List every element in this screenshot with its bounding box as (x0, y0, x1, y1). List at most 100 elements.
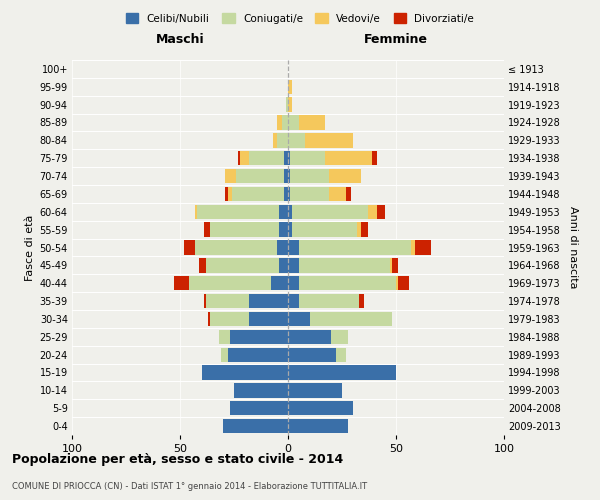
Bar (271, 276, 288, 290)
Bar (241, 151, 249, 166)
Bar (392, 258, 398, 272)
Bar (288, 366, 396, 380)
Bar (288, 312, 310, 326)
Bar (249, 312, 288, 326)
Bar (197, 204, 280, 219)
Bar (331, 330, 349, 344)
Bar (299, 116, 325, 130)
Bar (284, 151, 288, 166)
Bar (329, 187, 346, 201)
Bar (299, 276, 396, 290)
Bar (206, 294, 249, 308)
Bar (195, 204, 197, 219)
Bar (204, 222, 210, 237)
Bar (288, 330, 331, 344)
Bar (290, 169, 329, 183)
Bar (221, 348, 227, 362)
Bar (249, 294, 288, 308)
Bar (286, 98, 288, 112)
Bar (288, 222, 292, 237)
Bar (299, 258, 389, 272)
Bar (188, 276, 271, 290)
Bar (357, 222, 361, 237)
Bar (280, 204, 288, 219)
Bar (202, 366, 288, 380)
Bar (292, 204, 368, 219)
Bar (288, 204, 292, 219)
Bar (288, 80, 292, 94)
Bar (389, 258, 392, 272)
Bar (290, 187, 329, 201)
Bar (288, 133, 305, 148)
Bar (227, 187, 232, 201)
Bar (210, 222, 280, 237)
Bar (361, 222, 368, 237)
Bar (223, 419, 288, 433)
Bar (288, 258, 299, 272)
Bar (230, 401, 288, 415)
Bar (238, 151, 241, 166)
Y-axis label: Anni di nascita: Anni di nascita (568, 206, 578, 289)
Bar (299, 294, 359, 308)
Bar (280, 258, 288, 272)
Bar (346, 187, 350, 201)
Bar (377, 204, 385, 219)
Bar (292, 222, 357, 237)
Bar (288, 348, 335, 362)
Bar (299, 240, 411, 254)
Bar (284, 187, 288, 201)
Bar (290, 151, 325, 166)
Bar (305, 133, 353, 148)
Text: Popolazione per età, sesso e stato civile - 2014: Popolazione per età, sesso e stato civil… (12, 452, 343, 466)
Bar (219, 330, 230, 344)
Bar (415, 240, 431, 254)
Bar (277, 133, 288, 148)
Bar (184, 240, 195, 254)
Bar (310, 312, 392, 326)
Bar (288, 419, 349, 433)
Text: COMUNE DI PRIOCCA (CN) - Dati ISTAT 1° gennaio 2014 - Elaborazione TUTTITALIA.IT: COMUNE DI PRIOCCA (CN) - Dati ISTAT 1° g… (12, 482, 367, 491)
Bar (288, 294, 299, 308)
Bar (288, 401, 353, 415)
Bar (398, 276, 409, 290)
Bar (206, 258, 280, 272)
Bar (277, 240, 288, 254)
Bar (226, 169, 236, 183)
Bar (173, 276, 188, 290)
Bar (372, 151, 377, 166)
Bar (288, 383, 342, 398)
Bar (199, 258, 206, 272)
Bar (335, 348, 346, 362)
Bar (288, 116, 299, 130)
Bar (226, 187, 227, 201)
Bar (273, 133, 277, 148)
Bar (236, 169, 284, 183)
Bar (234, 383, 288, 398)
Bar (288, 276, 299, 290)
Bar (227, 348, 288, 362)
Bar (368, 204, 377, 219)
Y-axis label: Fasce di età: Fasce di età (25, 214, 35, 280)
Text: Maschi: Maschi (155, 32, 205, 46)
Bar (210, 312, 249, 326)
Bar (284, 169, 288, 183)
Legend: Celibi/Nubili, Coniugati/e, Vedovi/e, Divorziati/e: Celibi/Nubili, Coniugati/e, Vedovi/e, Di… (123, 10, 477, 26)
Bar (359, 294, 364, 308)
Text: Femmine: Femmine (364, 32, 428, 46)
Bar (204, 294, 206, 308)
Bar (195, 240, 277, 254)
Bar (288, 169, 290, 183)
Bar (411, 240, 415, 254)
Bar (281, 116, 288, 130)
Bar (288, 187, 290, 201)
Bar (280, 222, 288, 237)
Bar (249, 151, 284, 166)
Bar (329, 169, 361, 183)
Bar (325, 151, 372, 166)
Bar (288, 151, 290, 166)
Bar (230, 330, 288, 344)
Bar (208, 312, 210, 326)
Bar (232, 187, 284, 201)
Bar (277, 116, 281, 130)
Bar (288, 98, 292, 112)
